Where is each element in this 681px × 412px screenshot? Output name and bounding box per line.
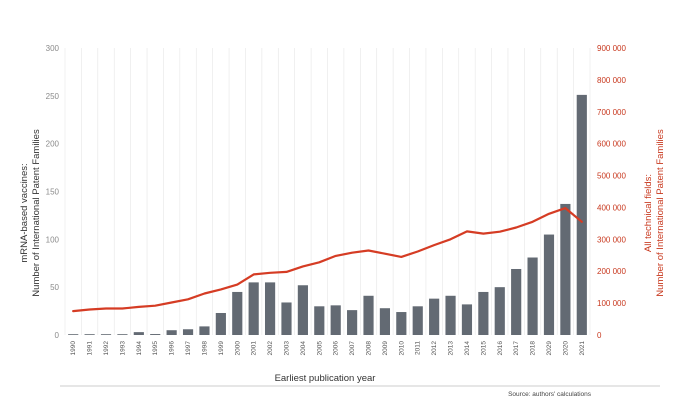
left-axis-ticks: 300 250 200 150 100 50 0 [46,44,60,340]
x-tick-label: 2009 [382,341,389,356]
right-tick-label: 700 000 [597,108,626,117]
bar-2020 [560,203,571,335]
bar-2007 [347,310,358,335]
x-tick-label: 2016 [497,341,504,356]
bar-2005 [314,306,325,335]
bar-2029 [543,234,555,335]
left-tick-label: 200 [46,140,60,149]
right-tick-label: 600 000 [597,140,626,149]
bar-2018 [527,257,538,335]
x-tick-label: 2003 [283,341,290,356]
x-tick-label: 2004 [300,341,307,356]
x-tick-label: 2014 [464,341,471,356]
x-tick-label: 2000 [234,341,241,356]
bar-1990 [68,334,79,335]
bar-2008 [363,295,374,335]
x-tick-label: 1997 [185,341,192,356]
bar-series [68,94,587,335]
x-tick-label: 1995 [152,341,159,356]
right-axis-title-line1: All technical fields: [643,174,654,252]
bar-2015 [478,291,489,335]
bar-2004 [297,285,308,335]
bar-1991 [84,334,95,335]
right-tick-label: 800 000 [597,76,626,85]
bar-2006 [330,305,341,335]
left-tick-label: 250 [46,92,60,101]
grid-lines [64,48,591,335]
right-axis-title: All technical fields: Number of Internat… [643,129,666,297]
left-tick-label: 150 [46,188,60,197]
left-axis-title: mRNA-based vaccines: Number of Internati… [19,129,42,297]
bar-2002 [264,282,276,335]
bar-2017 [511,268,522,335]
x-tick-label: 2012 [431,341,438,356]
left-axis-title-line2: Number of International Patent Families [31,129,42,297]
bar-2011 [412,306,423,335]
left-tick-label: 100 [46,235,60,244]
bar-2016 [494,287,505,335]
bar-2000 [232,291,243,335]
x-tick-label: 2029 [546,341,553,356]
bar-1996 [166,330,177,335]
bar-1993 [117,334,128,335]
bar-2014 [461,304,473,335]
x-tick-label: 2008 [366,341,373,356]
x-axis-ticks: 1990 1991 1992 1993 1994 1995 1996 1997 1998 1999… [70,341,586,356]
right-tick-label: 100 000 [597,299,626,308]
bar-1995 [150,334,161,335]
x-tick-label: 2007 [349,341,356,356]
x-tick-label: 2013 [448,341,455,356]
x-tick-label: 1994 [136,341,143,356]
x-tick-label: 2011 [415,341,422,355]
x-axis-title: Earliest publication year [275,373,376,384]
line-series [72,207,583,313]
bar-1998 [199,326,210,335]
x-tick-label: 1991 [87,341,94,356]
bar-1992 [100,334,112,335]
x-tick-label: 2021 [579,341,586,356]
left-tick-label: 300 [46,44,60,53]
right-tick-label: 300 000 [597,235,626,244]
bar-1999 [215,312,226,335]
bar-2012 [429,298,440,335]
x-tick-label: 1999 [218,341,225,356]
bar-1994 [133,332,144,335]
x-tick-label: 2006 [333,341,340,356]
line-all-technical-fields [72,207,583,313]
right-tick-label: 200 000 [597,267,626,276]
x-tick-label: 2018 [530,341,537,356]
x-tick-label: 1996 [169,341,176,356]
x-tick-label: 1990 [70,341,77,356]
right-axis-ticks: 900 000 800 000 700 000 600 000 500 000 400 0… [597,44,626,340]
right-tick-label: 0 [597,331,602,340]
right-tick-label: 500 000 [597,172,626,181]
bar-2003 [281,302,292,335]
left-axis-title-line1: mRNA-based vaccines: [19,163,30,262]
left-tick-label: 50 [50,283,59,292]
x-tick-label: 2005 [316,341,323,356]
source-note: Source: authors' calculations [508,391,592,398]
x-tick-label: 2002 [267,341,274,356]
bar-2001 [248,282,259,335]
right-axis-title-line2: Number of International Patent Families [655,129,666,297]
left-tick-label: 0 [55,331,60,340]
bar-1997 [182,329,194,335]
x-tick-label: 2001 [251,341,258,356]
x-tick-label: 2015 [480,341,487,356]
bar-2021 [576,94,587,335]
x-tick-label: 1998 [201,341,208,356]
x-tick-label: 1993 [119,341,126,356]
right-tick-label: 900 000 [597,44,626,53]
x-tick-label: 1992 [103,341,110,356]
x-tick-label: 2020 [562,341,569,356]
x-tick-label: 2017 [513,341,520,356]
bar-2009 [379,308,391,335]
bar-2010 [396,312,407,335]
bar-2013 [445,295,456,335]
x-tick-label: 2010 [398,341,405,356]
right-tick-label: 400 000 [597,203,626,212]
